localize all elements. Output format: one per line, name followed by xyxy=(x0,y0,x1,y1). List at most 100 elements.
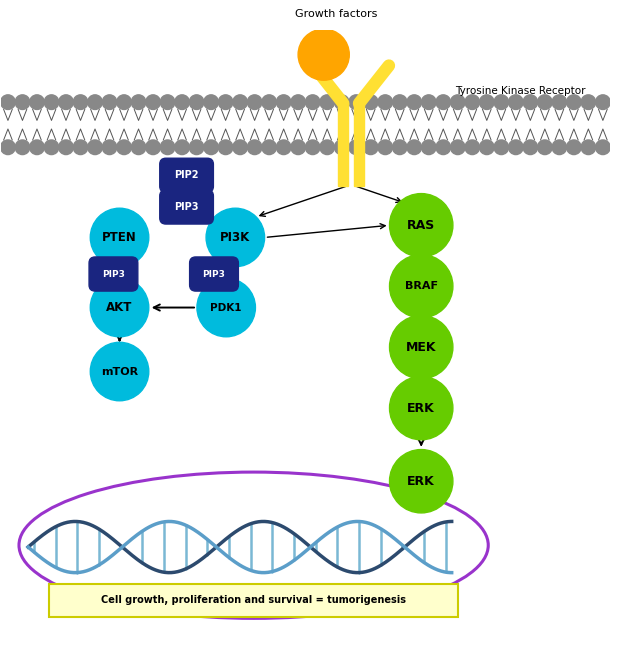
Circle shape xyxy=(219,95,233,110)
Circle shape xyxy=(581,95,595,110)
Text: MEK: MEK xyxy=(406,341,436,354)
Text: Tyrosine Kinase Receptor: Tyrosine Kinase Receptor xyxy=(455,86,585,96)
Circle shape xyxy=(407,95,422,110)
FancyBboxPatch shape xyxy=(189,257,238,291)
Text: Cell growth, proliferation and survival = tumorigenesis: Cell growth, proliferation and survival … xyxy=(101,595,406,605)
Text: PTEN: PTEN xyxy=(102,231,137,244)
Circle shape xyxy=(90,208,149,267)
Circle shape xyxy=(378,140,392,155)
Circle shape xyxy=(197,278,256,337)
Circle shape xyxy=(566,140,581,155)
Circle shape xyxy=(233,140,248,155)
Circle shape xyxy=(219,140,233,155)
Circle shape xyxy=(90,343,149,401)
Circle shape xyxy=(291,140,305,155)
Circle shape xyxy=(117,95,131,110)
Circle shape xyxy=(44,95,59,110)
Circle shape xyxy=(334,95,349,110)
Circle shape xyxy=(59,140,73,155)
Circle shape xyxy=(145,140,160,155)
Circle shape xyxy=(248,95,262,110)
Circle shape xyxy=(298,29,349,80)
Circle shape xyxy=(73,95,88,110)
Circle shape xyxy=(102,95,117,110)
Circle shape xyxy=(160,95,175,110)
Circle shape xyxy=(305,95,320,110)
Circle shape xyxy=(392,95,407,110)
Circle shape xyxy=(595,140,610,155)
Circle shape xyxy=(276,95,291,110)
FancyBboxPatch shape xyxy=(354,104,364,186)
Text: PIP3: PIP3 xyxy=(175,202,199,212)
Circle shape xyxy=(175,95,189,110)
Circle shape xyxy=(73,140,88,155)
Circle shape xyxy=(378,95,392,110)
Circle shape xyxy=(145,95,160,110)
Circle shape xyxy=(363,140,378,155)
Circle shape xyxy=(407,140,422,155)
Circle shape xyxy=(389,450,453,513)
Circle shape xyxy=(262,95,277,110)
Circle shape xyxy=(552,140,566,155)
Circle shape xyxy=(523,95,538,110)
Circle shape xyxy=(581,140,595,155)
Circle shape xyxy=(44,140,59,155)
Text: PIP3: PIP3 xyxy=(102,270,125,278)
Circle shape xyxy=(480,95,494,110)
Circle shape xyxy=(363,95,378,110)
Circle shape xyxy=(160,140,175,155)
Circle shape xyxy=(15,95,30,110)
Text: RAS: RAS xyxy=(407,219,435,231)
Circle shape xyxy=(1,95,15,110)
Circle shape xyxy=(552,95,566,110)
Circle shape xyxy=(206,208,264,267)
Circle shape xyxy=(537,95,552,110)
Circle shape xyxy=(30,95,45,110)
Circle shape xyxy=(389,193,453,257)
Circle shape xyxy=(117,140,131,155)
Circle shape xyxy=(451,140,465,155)
Circle shape xyxy=(262,140,277,155)
Text: mTOR: mTOR xyxy=(101,367,138,377)
FancyBboxPatch shape xyxy=(89,257,138,291)
Circle shape xyxy=(189,140,204,155)
Text: PIP2: PIP2 xyxy=(175,171,199,180)
Circle shape xyxy=(320,140,334,155)
Circle shape xyxy=(494,95,509,110)
Text: PDK1: PDK1 xyxy=(210,302,242,312)
Circle shape xyxy=(204,95,219,110)
Text: ERK: ERK xyxy=(407,475,435,488)
FancyBboxPatch shape xyxy=(50,583,458,617)
Circle shape xyxy=(175,140,189,155)
Circle shape xyxy=(276,140,291,155)
Text: AKT: AKT xyxy=(106,301,132,314)
Circle shape xyxy=(523,140,538,155)
Circle shape xyxy=(389,316,453,379)
Circle shape xyxy=(131,95,146,110)
Circle shape xyxy=(422,95,436,110)
Circle shape xyxy=(131,140,146,155)
Text: BRAF: BRAF xyxy=(405,281,438,291)
Circle shape xyxy=(566,95,581,110)
Text: Growth factors: Growth factors xyxy=(295,9,377,19)
Circle shape xyxy=(508,95,523,110)
Circle shape xyxy=(451,95,465,110)
Text: PI3K: PI3K xyxy=(220,231,251,244)
Circle shape xyxy=(480,140,494,155)
Circle shape xyxy=(436,95,451,110)
Circle shape xyxy=(248,140,262,155)
Circle shape xyxy=(90,278,149,337)
Circle shape xyxy=(189,95,204,110)
Circle shape xyxy=(595,95,610,110)
Circle shape xyxy=(436,140,451,155)
Circle shape xyxy=(88,140,102,155)
FancyBboxPatch shape xyxy=(160,190,214,224)
Circle shape xyxy=(204,140,219,155)
Circle shape xyxy=(537,140,552,155)
Text: PIP3: PIP3 xyxy=(202,270,225,278)
Circle shape xyxy=(15,140,30,155)
Circle shape xyxy=(465,140,480,155)
Circle shape xyxy=(320,95,334,110)
Circle shape xyxy=(465,95,480,110)
Circle shape xyxy=(349,95,363,110)
